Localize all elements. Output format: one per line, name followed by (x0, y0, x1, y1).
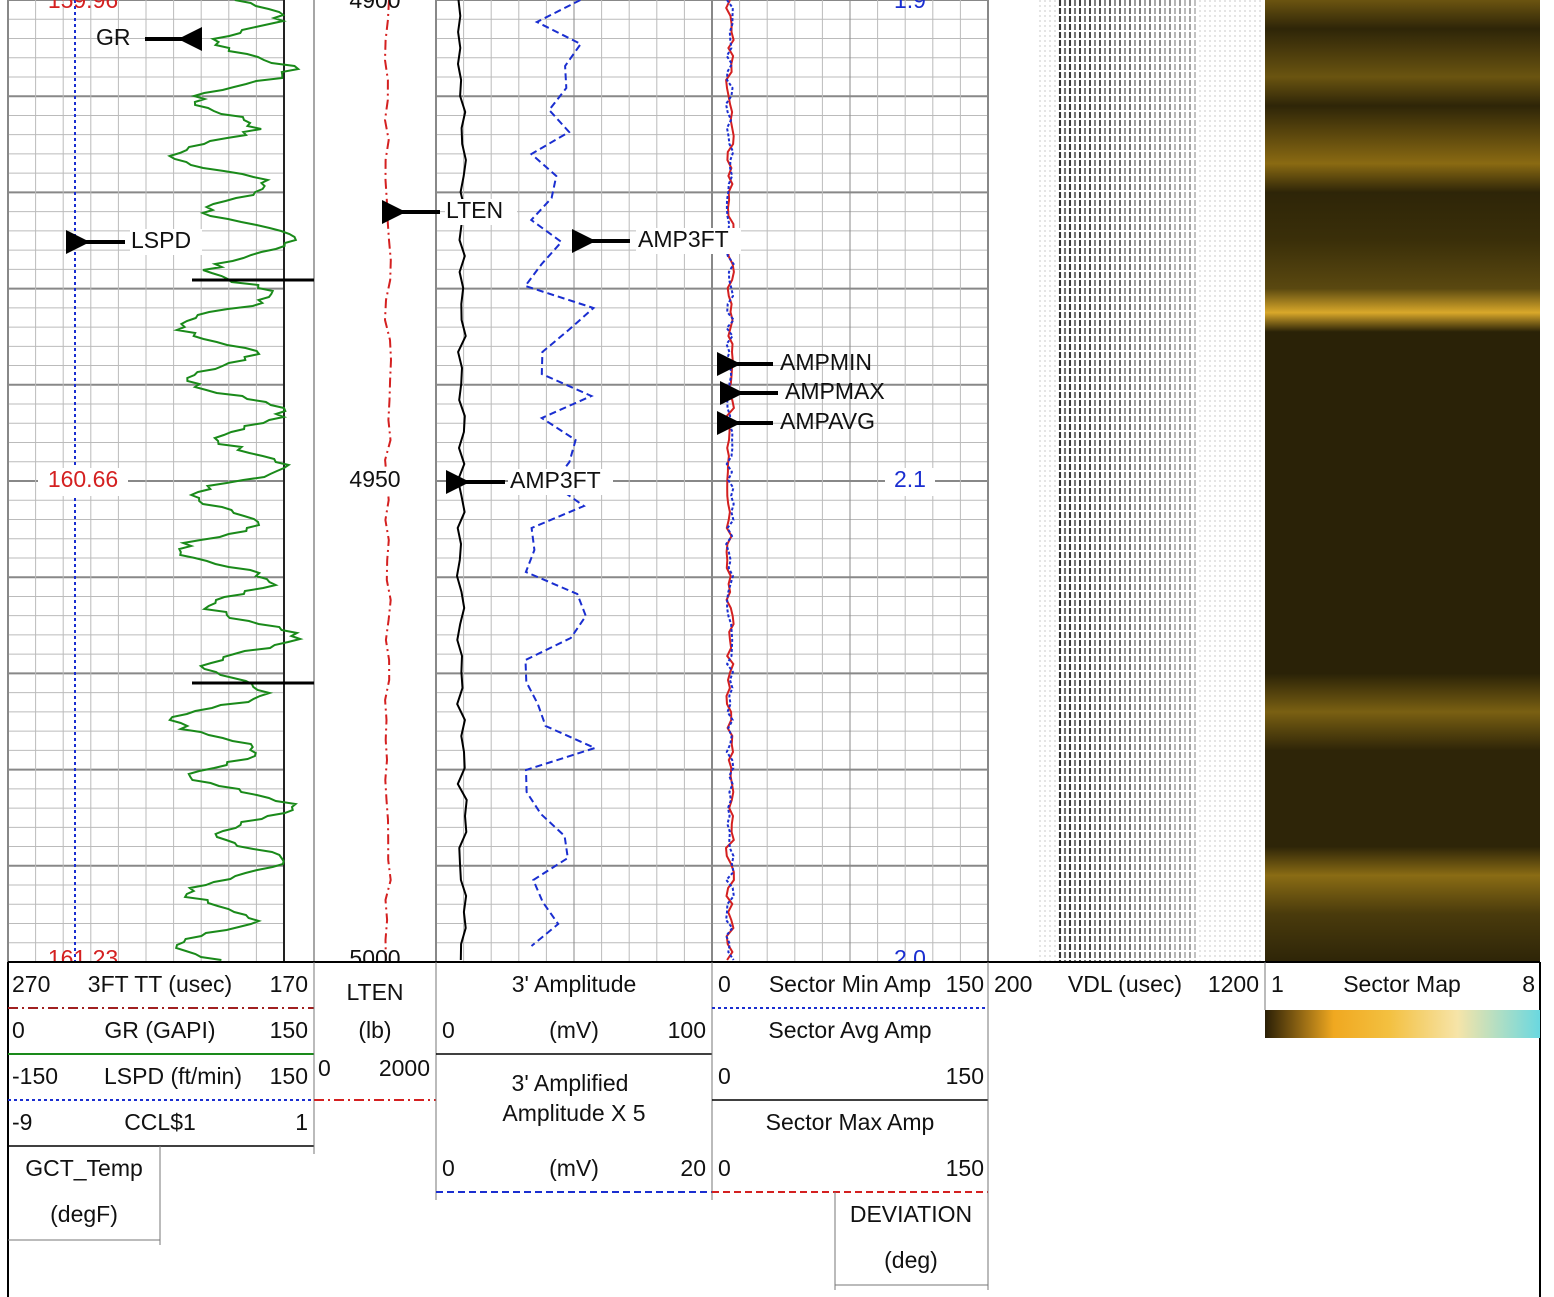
annotation: AMPMAX (785, 378, 885, 404)
h: 150 (270, 1063, 308, 1089)
h: Sector Map (1343, 971, 1461, 997)
h: 0 (442, 1017, 455, 1043)
h: 2000 (379, 1055, 430, 1081)
arrows (66, 27, 778, 494)
h: 1 (295, 1109, 308, 1135)
h: 150 (946, 1063, 984, 1089)
h: Sector Max Amp (766, 1109, 935, 1135)
h: GR (GAPI) (104, 1017, 215, 1043)
h: 0 (718, 971, 731, 997)
annotation: AMPAVG (780, 408, 875, 434)
color-bar (1265, 1010, 1540, 1038)
h: 0 (318, 1055, 331, 1081)
depth: 4900 (349, 0, 400, 13)
h: Sector Min Amp (769, 971, 931, 997)
h: 150 (270, 1017, 308, 1043)
h: (mV) (549, 1155, 599, 1181)
vdl-image (1039, 0, 1261, 962)
depth: 4950 (349, 466, 400, 492)
h: 150 (946, 971, 984, 997)
h: 3' Amplitude (512, 971, 637, 997)
deviation: 1.9 (894, 0, 926, 13)
h: 20 (680, 1155, 706, 1181)
curve (724, 0, 736, 961)
temp: 160.66 (48, 466, 118, 492)
h: 3' Amplified (512, 1070, 629, 1096)
annotation: LTEN (446, 197, 503, 223)
annotation: LSPD (131, 227, 191, 253)
h: (deg) (884, 1247, 938, 1273)
depth-labels: 4900 4950 5000 159.96 160.66 161.23 1.9 … (38, 0, 935, 971)
annotation: AMP3FT (510, 467, 601, 493)
h: LSPD (ft/min) (104, 1063, 242, 1089)
h: Sector Avg Amp (768, 1017, 931, 1043)
curve (167, 0, 304, 961)
header (0, 961, 1554, 1297)
h: 170 (270, 971, 308, 997)
annotation: GR (96, 24, 131, 50)
annotation-labels: GR LSPD LTEN AMP3FT AMP3FT AMPMIN AMPMAX… (96, 24, 885, 495)
h: 0 (718, 1155, 731, 1181)
header-text: 270 3FT TT (usec) 170 0 GR (GAPI) 150 -1… (12, 971, 1535, 1273)
h: -9 (12, 1109, 32, 1135)
h: (mV) (549, 1017, 599, 1043)
h: 1200 (1208, 971, 1259, 997)
h: CCL$1 (124, 1109, 196, 1135)
temp: 159.96 (48, 0, 118, 13)
h: 3FT TT (usec) (88, 971, 232, 997)
h: LTEN (346, 979, 403, 1005)
h: 270 (12, 971, 50, 997)
annotation: AMPMIN (780, 349, 872, 375)
h: 0 (12, 1017, 25, 1043)
h: 200 (994, 971, 1032, 997)
h: (lb) (358, 1017, 391, 1043)
h: 0 (442, 1155, 455, 1181)
annotation: AMP3FT (638, 226, 729, 252)
h: VDL (usec) (1068, 971, 1182, 997)
sector-map (1265, 0, 1540, 962)
h: (degF) (50, 1201, 118, 1227)
h: Amplitude X 5 (502, 1100, 645, 1126)
h: 150 (946, 1155, 984, 1181)
h: 8 (1522, 971, 1535, 997)
grid (7, 0, 989, 963)
h: GCT_Temp (25, 1155, 143, 1181)
h: 0 (718, 1063, 731, 1089)
h: 100 (668, 1017, 706, 1043)
h: -150 (12, 1063, 58, 1089)
deviation: 2.1 (894, 466, 926, 492)
h: 1 (1271, 971, 1284, 997)
h: DEVIATION (850, 1201, 972, 1227)
